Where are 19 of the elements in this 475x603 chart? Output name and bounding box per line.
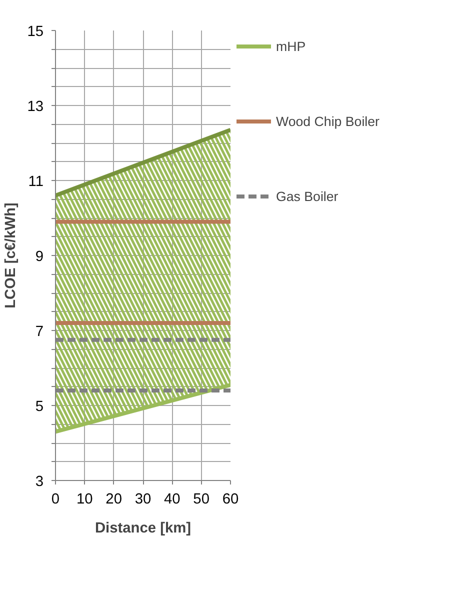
x-tick-label: 60 (222, 492, 239, 508)
legend-label: Wood Chip Boiler (276, 114, 380, 128)
y-tick-label: 3 (35, 474, 44, 490)
y-tick-label: 9 (35, 249, 44, 265)
x-tick-label: 10 (76, 492, 93, 508)
x-tick-label: 0 (51, 492, 60, 508)
y-tick-label: 11 (28, 174, 44, 190)
y-tick-label: 15 (27, 24, 44, 40)
x-tick-label: 30 (134, 492, 152, 508)
x-axis-title: Distance [km] (94, 520, 192, 536)
y-tick-label: 13 (27, 99, 44, 115)
y-tick-label: 7 (35, 324, 44, 340)
legend-label: Gas Boiler (276, 188, 338, 204)
x-tick-label: 40 (164, 492, 180, 508)
y-axis-title: LCOE [c€/kWh] (3, 202, 20, 308)
x-tick-label: 20 (106, 492, 122, 508)
y-tick-label: 5 (35, 399, 44, 415)
x-tick-label: 50 (193, 492, 210, 508)
legend-label: mHP (276, 38, 307, 54)
